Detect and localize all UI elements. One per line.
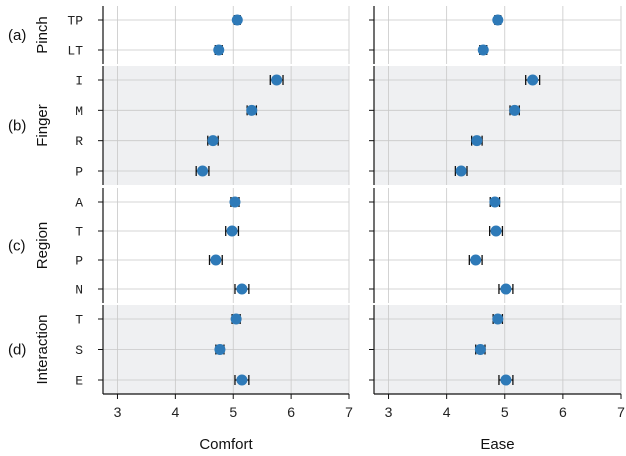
data-point-comfort	[207, 135, 219, 147]
x-tick-label: 6	[287, 404, 295, 420]
x-tick-label: 7	[617, 404, 625, 420]
data-point-comfort	[230, 313, 242, 325]
data-point-ease	[509, 104, 521, 116]
x-tick-label: 5	[229, 404, 237, 420]
x-tick-label: 3	[114, 404, 122, 420]
data-point-comfort	[231, 14, 243, 26]
category-label: T	[75, 225, 83, 240]
data-point-comfort	[210, 254, 222, 266]
group-name: Region	[34, 222, 51, 270]
group-name: Finger	[34, 104, 51, 147]
category-label: P	[75, 254, 83, 269]
data-point-comfort	[236, 374, 248, 386]
data-point-comfort	[197, 165, 209, 177]
data-point-comfort	[246, 104, 258, 116]
data-point-ease	[492, 313, 504, 325]
x-axis-title: Comfort	[199, 436, 253, 453]
data-point-ease	[500, 283, 512, 295]
x-axis-title: Ease	[480, 436, 514, 453]
group-shade-1-0	[103, 66, 349, 185]
x-tick-label: 5	[501, 404, 509, 420]
data-point-ease	[490, 225, 502, 237]
data-point-comfort	[229, 196, 241, 208]
group-letter: (c)	[8, 238, 26, 255]
data-point-comfort	[214, 344, 226, 355]
group-letter: (a)	[8, 27, 26, 44]
category-label: E	[75, 374, 83, 389]
x-tick-label: 4	[171, 404, 179, 420]
data-point-ease	[474, 344, 486, 355]
category-label: P	[75, 165, 83, 180]
category-label: LT	[67, 44, 83, 59]
category-label: S	[75, 343, 83, 358]
category-label: T	[75, 313, 83, 328]
data-point-ease	[455, 165, 467, 177]
data-point-comfort	[226, 225, 238, 237]
x-tick-label: 6	[559, 404, 567, 420]
category-label: A	[75, 196, 83, 211]
data-point-comfort	[271, 74, 283, 86]
data-point-comfort	[236, 283, 248, 295]
x-tick-label: 3	[385, 404, 393, 420]
group-name: Pinch	[34, 16, 51, 54]
group-letter: (d)	[8, 342, 26, 359]
data-point-ease	[471, 135, 483, 147]
group-name: Interaction	[34, 314, 51, 384]
data-point-ease	[477, 44, 489, 56]
x-tick-label: 7	[345, 404, 353, 420]
data-point-ease	[492, 14, 504, 26]
category-label: M	[75, 104, 83, 119]
category-label: I	[75, 74, 83, 89]
category-label: TP	[67, 14, 83, 29]
x-tick-label: 4	[443, 404, 451, 420]
data-point-ease	[500, 374, 512, 386]
data-point-ease	[470, 254, 482, 266]
group-letter: (b)	[8, 118, 26, 135]
category-label: R	[75, 134, 83, 149]
data-point-comfort	[213, 44, 225, 56]
group-shade-1-1	[374, 66, 621, 185]
category-label: N	[75, 283, 83, 298]
data-point-ease	[489, 196, 501, 208]
data-point-ease	[527, 74, 539, 86]
